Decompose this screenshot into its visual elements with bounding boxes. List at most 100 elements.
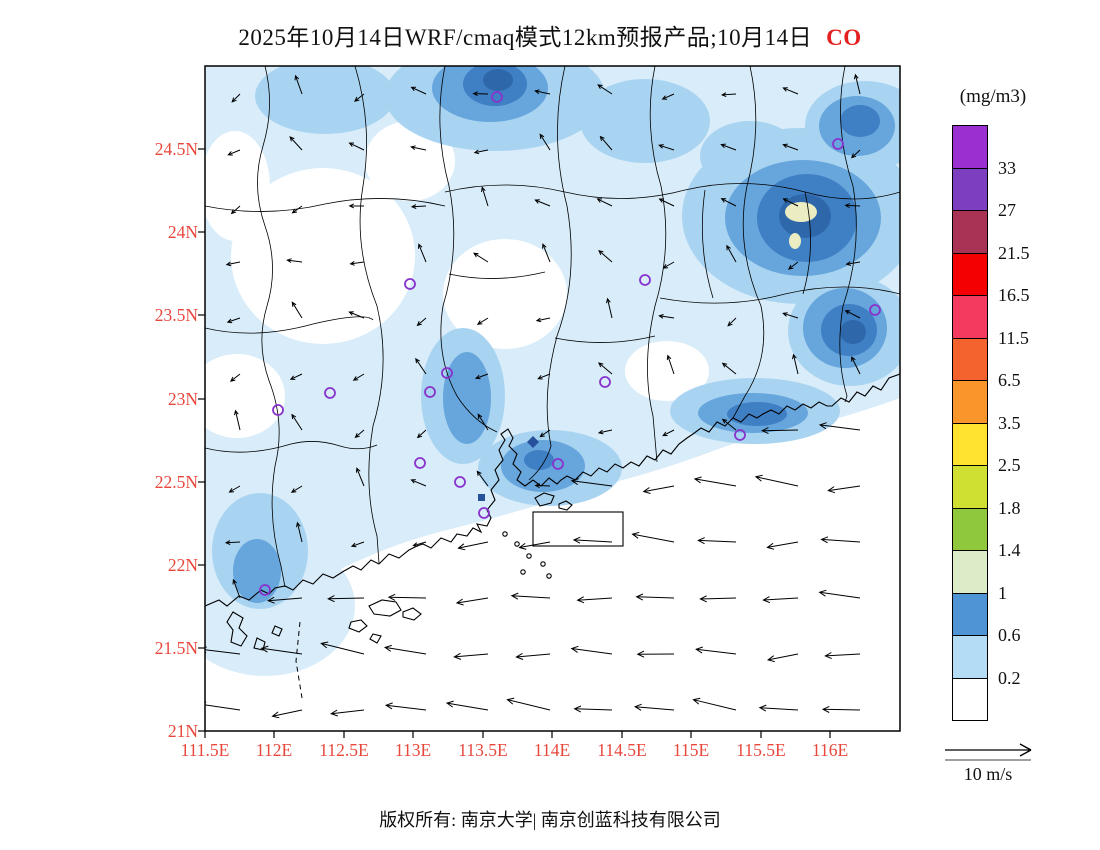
wind-arrow — [260, 645, 303, 655]
wind-arrow — [518, 541, 551, 550]
wind-arrow — [410, 145, 427, 151]
x-tick-label: 111.5E — [180, 740, 230, 760]
wind-arrow — [348, 203, 365, 209]
legend-level-label: 1.4 — [998, 540, 1021, 560]
wind-arrow — [230, 205, 241, 215]
wind-arrow — [410, 86, 427, 95]
y-tick-label: 21N — [167, 721, 198, 741]
wind-arrow — [761, 427, 799, 435]
pollutant-label: CO — [826, 25, 862, 50]
wind-arrow — [350, 541, 365, 548]
legend-color-box — [952, 465, 988, 509]
wind-arrow — [727, 317, 737, 327]
wind-arrow — [720, 143, 737, 151]
wind-arrow — [662, 429, 675, 437]
wind-arrow — [844, 203, 861, 209]
wind-arrow — [853, 73, 861, 95]
wind-arrow — [291, 413, 303, 431]
wind-arrow — [455, 597, 489, 606]
wind-arrow — [576, 596, 613, 604]
wind-arrow — [787, 261, 799, 270]
wind-arrow — [824, 652, 861, 660]
wind-arrow — [515, 652, 551, 660]
wind-arrow — [844, 310, 861, 319]
wind-arrow — [845, 261, 861, 266]
dashed-track — [295, 621, 303, 699]
wind-arrow — [818, 589, 861, 599]
wind-arrow — [472, 91, 489, 97]
wind-arrow — [290, 485, 303, 493]
wind-arrow — [658, 198, 675, 207]
wind-arrow — [384, 702, 427, 711]
wind-arrow — [228, 485, 241, 493]
wind-arrow — [720, 198, 737, 207]
wind-arrow — [348, 142, 365, 151]
wind-arrow — [693, 476, 737, 487]
wind-arrow — [410, 479, 427, 487]
x-tick-label: 115E — [672, 740, 710, 760]
wind-arrow — [636, 650, 675, 658]
legend-level-label: 16.5 — [998, 285, 1030, 305]
station-markers — [259, 91, 881, 596]
wind-arrow — [289, 373, 303, 380]
legend-level-label: 27 — [998, 200, 1016, 220]
wind-arrow — [412, 541, 427, 547]
y-tick-label: 22.5N — [154, 472, 198, 492]
legend-level-label: 3.5 — [998, 412, 1021, 433]
wind-arrow — [453, 652, 489, 660]
legend-color-box — [952, 677, 988, 721]
wind-arrow — [474, 373, 489, 380]
axis-ticks — [198, 148, 831, 738]
wind-arrow — [572, 536, 613, 544]
legend-level-label: 6.5 — [998, 370, 1021, 390]
wind-arrow — [534, 199, 551, 207]
map-frame — [204, 65, 901, 732]
wind-arrow — [631, 531, 675, 543]
wind-arrow — [232, 578, 241, 599]
wind-arrow — [418, 243, 427, 263]
wind-arrow — [539, 133, 551, 151]
wind-arrow — [229, 373, 241, 382]
wind-arrow — [410, 204, 427, 209]
wind-arrow — [356, 467, 365, 487]
legend-color-box — [952, 550, 988, 594]
wind-arrow — [205, 701, 241, 711]
legend-color-box — [952, 380, 988, 424]
y-tick-label: 23N — [167, 389, 198, 409]
wind-arrow — [642, 485, 675, 494]
wind-arrow — [510, 592, 551, 600]
wind-arrow — [782, 143, 799, 151]
wind-arrow — [695, 646, 737, 655]
wind-arrow — [416, 317, 427, 327]
wind-arrow — [782, 87, 799, 95]
wind-arrow — [539, 429, 551, 438]
page-title: 2025年10月14日WRF/cmaq模式12km预报产品;10月14日 CO — [0, 18, 1100, 52]
wind-scale-arrow — [945, 743, 1032, 761]
legend-color-box — [952, 167, 988, 211]
wind-arrow — [537, 373, 551, 380]
wind-arrow — [473, 149, 489, 155]
wind-arrow — [699, 595, 737, 603]
y-tick-label: 24.5N — [154, 139, 198, 159]
wind-arrow — [506, 697, 551, 711]
wind-arrow — [227, 149, 241, 156]
wind-arrow — [266, 596, 303, 604]
wind-arrow — [234, 409, 241, 431]
x-tick-label: 115.5E — [736, 740, 786, 760]
legend-level-label: 1 — [998, 582, 1007, 603]
legend-level-label: 11.5 — [998, 327, 1029, 348]
wind-arrow — [205, 646, 241, 655]
wind-arrow — [766, 541, 799, 550]
wind-arrow — [720, 92, 737, 98]
x-tick-label: 113.5E — [458, 740, 508, 760]
legend-level-label: 0.6 — [998, 625, 1021, 645]
wind-arrow — [658, 314, 675, 319]
wind-arrow — [291, 205, 303, 214]
wind-arrow — [606, 297, 613, 319]
x-tick-label: 114E — [533, 740, 571, 760]
wind-arrow — [570, 478, 613, 487]
wind-arrow — [782, 312, 799, 319]
wind-arrow — [415, 357, 427, 375]
legend-color-box — [952, 252, 988, 296]
wind-arrow — [416, 429, 427, 439]
